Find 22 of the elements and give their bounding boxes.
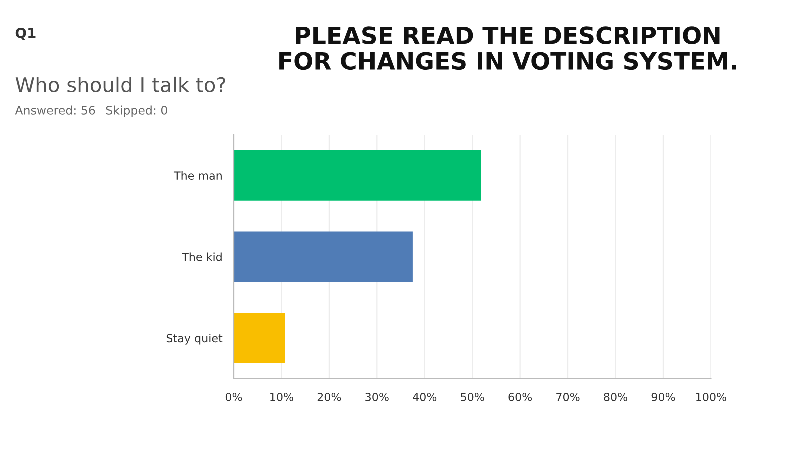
x-tick-label: 40% xyxy=(413,392,437,402)
x-tick-label: 50% xyxy=(461,392,484,402)
bar xyxy=(234,150,482,201)
text: Q1 xyxy=(16,28,36,40)
x-tick-label: 100% xyxy=(696,392,726,402)
y-tick-label: Stay quiet xyxy=(166,334,223,345)
y-tick-label: The kid xyxy=(182,252,222,262)
x-tick-label: 0% xyxy=(226,392,242,402)
bar xyxy=(234,232,413,282)
text: Answered: 56 xyxy=(15,106,96,115)
x-tick-label: 70% xyxy=(556,392,580,402)
text: PLEASE READ THE DESCRIPTION FOR CHANGES IN VOTING SYSTEM. xyxy=(280,26,736,70)
text: Skipped: 0 xyxy=(106,106,168,118)
x-tick-label: 60% xyxy=(508,392,532,402)
x-tick-label: 80% xyxy=(604,392,628,402)
bar xyxy=(234,313,286,364)
y-tick-label: The man xyxy=(174,171,222,180)
x-tick-label: 30% xyxy=(366,392,389,402)
x-tick-label: 20% xyxy=(318,392,342,402)
x-tick-label: 90% xyxy=(652,392,676,402)
chart-title: Who should I talk to? xyxy=(16,76,226,93)
x-tick-label: 10% xyxy=(270,392,294,402)
